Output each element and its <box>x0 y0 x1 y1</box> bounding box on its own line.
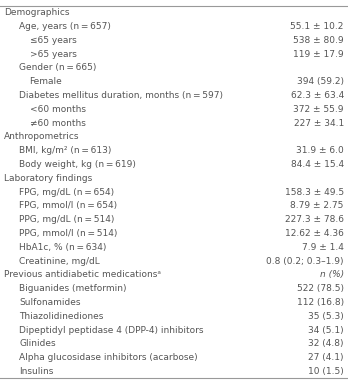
Text: 112 (16.8): 112 (16.8) <box>297 298 344 307</box>
Text: FPG, mmol/l (n = 654): FPG, mmol/l (n = 654) <box>19 201 117 210</box>
Text: Female: Female <box>30 77 62 86</box>
Text: Age, years (n = 657): Age, years (n = 657) <box>19 22 111 31</box>
Text: 8.79 ± 2.75: 8.79 ± 2.75 <box>291 201 344 210</box>
Text: 227 ± 34.1: 227 ± 34.1 <box>294 119 344 128</box>
Text: Demographics: Demographics <box>4 8 70 17</box>
Text: 7.9 ± 1.4: 7.9 ± 1.4 <box>302 243 344 252</box>
Text: Glinides: Glinides <box>19 339 56 349</box>
Text: 27 (4.1): 27 (4.1) <box>308 353 344 362</box>
Text: ≤65 years: ≤65 years <box>30 36 76 45</box>
Text: Gender (n = 665): Gender (n = 665) <box>19 63 96 72</box>
Text: 32 (4.8): 32 (4.8) <box>308 339 344 349</box>
Text: 62.3 ± 63.4: 62.3 ± 63.4 <box>291 91 344 100</box>
Text: Diabetes mellitus duration, months (n = 597): Diabetes mellitus duration, months (n = … <box>19 91 223 100</box>
Text: Creatinine, mg/dL: Creatinine, mg/dL <box>19 257 100 265</box>
Text: 35 (5.3): 35 (5.3) <box>308 312 344 321</box>
Text: 522 (78.5): 522 (78.5) <box>297 284 344 293</box>
Text: Body weight, kg (n = 619): Body weight, kg (n = 619) <box>19 160 136 169</box>
Text: ≠60 months: ≠60 months <box>30 119 86 128</box>
Text: 158.3 ± 49.5: 158.3 ± 49.5 <box>285 188 344 196</box>
Text: 31.9 ± 6.0: 31.9 ± 6.0 <box>296 146 344 155</box>
Text: Alpha glucosidase inhibitors (acarbose): Alpha glucosidase inhibitors (acarbose) <box>19 353 198 362</box>
Text: Previous antidiabetic medicationsᵃ: Previous antidiabetic medicationsᵃ <box>4 270 161 279</box>
Text: Anthropometrics: Anthropometrics <box>4 133 80 141</box>
Text: Insulins: Insulins <box>19 367 54 376</box>
Text: <60 months: <60 months <box>30 105 86 114</box>
Text: >65 years: >65 years <box>30 49 77 59</box>
Text: 394 (59.2): 394 (59.2) <box>297 77 344 86</box>
Text: 34 (5.1): 34 (5.1) <box>308 326 344 335</box>
Text: 538 ± 80.9: 538 ± 80.9 <box>293 36 344 45</box>
Text: 372 ± 55.9: 372 ± 55.9 <box>293 105 344 114</box>
Text: Sulfonamides: Sulfonamides <box>19 298 81 307</box>
Text: 10 (1.5): 10 (1.5) <box>308 367 344 376</box>
Text: PPG, mg/dL (n = 514): PPG, mg/dL (n = 514) <box>19 215 114 224</box>
Text: 227.3 ± 78.6: 227.3 ± 78.6 <box>285 215 344 224</box>
Text: 55.1 ± 10.2: 55.1 ± 10.2 <box>291 22 344 31</box>
Text: Dipeptidyl peptidase 4 (DPP-4) inhibitors: Dipeptidyl peptidase 4 (DPP-4) inhibitor… <box>19 326 204 335</box>
Text: 12.62 ± 4.36: 12.62 ± 4.36 <box>285 229 344 238</box>
Text: 0.8 (0.2; 0.3–1.9): 0.8 (0.2; 0.3–1.9) <box>266 257 344 265</box>
Text: BMI, kg/m² (n = 613): BMI, kg/m² (n = 613) <box>19 146 111 155</box>
Text: Laboratory findings: Laboratory findings <box>4 174 93 183</box>
Text: 119 ± 17.9: 119 ± 17.9 <box>293 49 344 59</box>
Text: HbA1c, % (n = 634): HbA1c, % (n = 634) <box>19 243 106 252</box>
Text: 84.4 ± 15.4: 84.4 ± 15.4 <box>291 160 344 169</box>
Text: n (%): n (%) <box>320 270 344 279</box>
Text: FPG, mg/dL (n = 654): FPG, mg/dL (n = 654) <box>19 188 114 196</box>
Text: PPG, mmol/l (n = 514): PPG, mmol/l (n = 514) <box>19 229 118 238</box>
Text: Thiazolidinediones: Thiazolidinediones <box>19 312 103 321</box>
Text: Biguanides (metformin): Biguanides (metformin) <box>19 284 127 293</box>
